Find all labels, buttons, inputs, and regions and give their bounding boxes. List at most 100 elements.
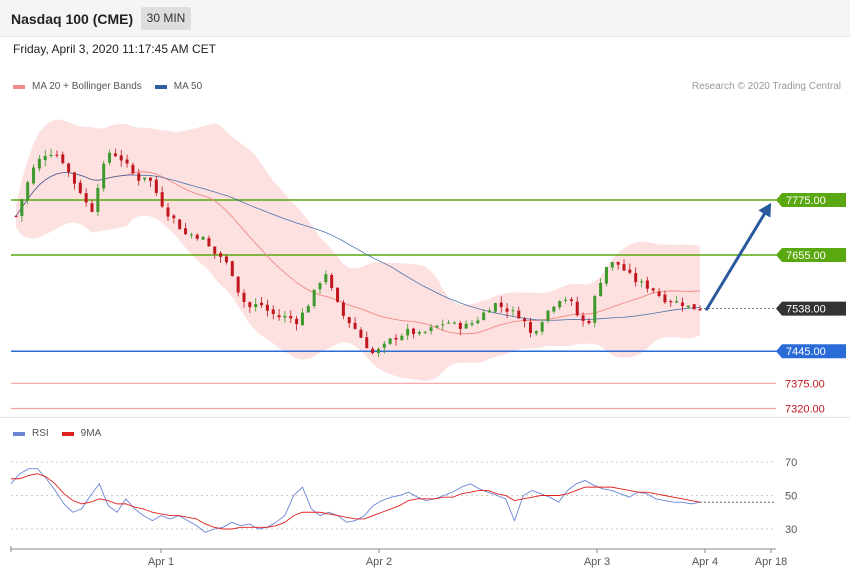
candle-body bbox=[645, 280, 649, 289]
level-label-4: 7375.00 bbox=[785, 378, 825, 390]
candle-body bbox=[230, 261, 234, 277]
legend-item-9ma: 9MA bbox=[61, 428, 101, 439]
candle-body bbox=[160, 192, 164, 207]
candle-body bbox=[224, 256, 228, 263]
candle-body bbox=[143, 177, 147, 180]
ma20-line bbox=[15, 171, 701, 335]
candle-body bbox=[184, 228, 188, 235]
candle-body bbox=[599, 282, 603, 297]
candle-body bbox=[417, 332, 421, 334]
candle-body bbox=[102, 163, 106, 189]
candle-body bbox=[148, 177, 152, 181]
candle-body bbox=[14, 215, 18, 217]
forecast-arrow-head bbox=[758, 202, 772, 218]
candle-body bbox=[312, 289, 316, 306]
candle-body bbox=[680, 302, 684, 307]
candle-body bbox=[195, 234, 199, 239]
bollinger-band-layer bbox=[16, 119, 700, 382]
candle-body bbox=[43, 155, 47, 161]
candle-body bbox=[686, 305, 690, 308]
candle-body bbox=[178, 219, 182, 230]
level-tag-0 bbox=[776, 193, 846, 207]
level-lines-layer bbox=[11, 199, 846, 410]
level-label-2: 7538.00 bbox=[776, 301, 846, 316]
level-value-3: 7445.00 bbox=[786, 346, 826, 358]
legend-label-ma20: MA 20 + Bollinger Bands bbox=[32, 81, 142, 92]
candle-body bbox=[254, 303, 258, 308]
candle-body bbox=[651, 288, 655, 291]
rsi-legend: RSI 9MA bbox=[13, 428, 114, 439]
forecast-arrow-shaft bbox=[704, 207, 770, 312]
interval-button[interactable]: 30 MIN bbox=[141, 7, 191, 30]
candle-body bbox=[441, 324, 445, 326]
candle-body bbox=[429, 327, 433, 332]
candle-body bbox=[675, 301, 679, 303]
level-label-1: 7655.00 bbox=[776, 247, 846, 262]
level-value-2: 7538.00 bbox=[786, 304, 826, 316]
legend-swatch-9ma bbox=[61, 431, 74, 436]
candle-body bbox=[616, 261, 620, 265]
candle-body bbox=[166, 207, 170, 217]
candle-body bbox=[330, 275, 334, 288]
candle-body bbox=[72, 172, 76, 184]
candle-body bbox=[219, 253, 223, 257]
candle-body bbox=[394, 337, 398, 340]
level-tag-1 bbox=[776, 247, 846, 262]
candle-body bbox=[458, 323, 462, 329]
candle-body bbox=[271, 309, 275, 315]
candle-body bbox=[569, 299, 573, 302]
panel-divider bbox=[0, 417, 850, 418]
level-value-1: 7655.00 bbox=[786, 250, 826, 262]
candle-body bbox=[306, 306, 310, 313]
candle-body bbox=[470, 323, 474, 325]
candle-body bbox=[277, 315, 281, 318]
legend-swatch-rsi bbox=[13, 431, 25, 436]
candle-body bbox=[406, 328, 410, 336]
candle-body bbox=[540, 322, 544, 332]
candle-body bbox=[382, 343, 386, 348]
candle-body bbox=[663, 294, 667, 303]
legend-item-rsi: RSI bbox=[13, 428, 49, 439]
level-label-3: 7445.00 bbox=[776, 344, 846, 359]
candle-body bbox=[207, 238, 211, 247]
legend-label-rsi: RSI bbox=[32, 428, 49, 439]
legend-swatch-ma50 bbox=[154, 84, 167, 89]
candle-body bbox=[482, 312, 486, 320]
x-tick-label: Apr 1 bbox=[148, 556, 174, 568]
candle-body bbox=[295, 318, 299, 325]
candle-body bbox=[213, 246, 217, 254]
candle-body bbox=[493, 303, 497, 312]
x-tick-label: Apr 3 bbox=[584, 556, 610, 568]
level-labels-layer: 7775.00 7655.00 7538.00 7445.00 7375.00 7320.… bbox=[776, 193, 846, 416]
candle-body bbox=[353, 322, 357, 329]
candle-body bbox=[318, 283, 322, 290]
candle-body bbox=[517, 310, 521, 319]
candle-body bbox=[505, 308, 509, 312]
candle-body bbox=[201, 236, 205, 240]
level-value-4: 7375.00 bbox=[785, 378, 825, 390]
forecast-arrow-layer bbox=[704, 202, 772, 312]
candles-layer bbox=[14, 148, 702, 358]
legend-item-ma50: MA 50 bbox=[154, 81, 202, 92]
candle-body bbox=[154, 179, 158, 193]
candle-body bbox=[593, 296, 597, 323]
candle-body bbox=[423, 331, 427, 333]
candle-body bbox=[581, 315, 585, 321]
moving-average-layer bbox=[15, 171, 701, 335]
candle-body bbox=[564, 299, 568, 301]
candle-body bbox=[172, 215, 176, 219]
candle-body bbox=[511, 310, 515, 312]
ma50-line bbox=[15, 172, 701, 321]
candle-body bbox=[552, 306, 556, 312]
candle-body bbox=[336, 287, 340, 302]
header-bar: Nasdaq 100 (CME) 30 MIN bbox=[0, 0, 850, 37]
legend-item-ma20: MA 20 + Bollinger Bands bbox=[13, 81, 142, 92]
x-tick-label: Apr 2 bbox=[366, 556, 392, 568]
candle-body bbox=[55, 154, 59, 156]
candle-body bbox=[113, 153, 117, 157]
candle-body bbox=[242, 292, 246, 302]
candle-body bbox=[26, 182, 30, 200]
candle-body bbox=[49, 154, 53, 157]
candle-body bbox=[341, 302, 345, 316]
level-tag-3 bbox=[776, 344, 846, 359]
